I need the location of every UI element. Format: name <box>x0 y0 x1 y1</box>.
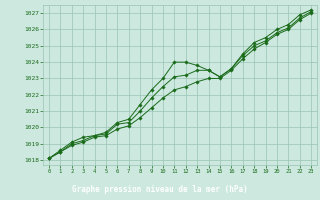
Text: Graphe pression niveau de la mer (hPa): Graphe pression niveau de la mer (hPa) <box>72 185 248 194</box>
